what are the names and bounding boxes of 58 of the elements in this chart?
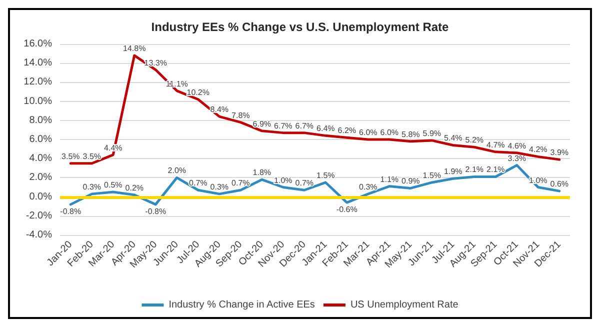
- data-label: 4.6%: [508, 141, 526, 150]
- y-tick-label: -4.0%: [26, 230, 52, 240]
- y-tick-label: 0.0%: [29, 191, 52, 202]
- data-label: 1.5%: [422, 170, 441, 180]
- data-label: 3.5%: [62, 152, 80, 161]
- data-label: 4.7%: [486, 140, 505, 150]
- data-label: 0.7%: [232, 178, 250, 188]
- y-tick-label: 10.0%: [24, 96, 52, 107]
- data-label: 2.1%: [486, 165, 505, 174]
- data-label: 6.4%: [316, 124, 335, 134]
- data-label: 0.3%: [82, 182, 101, 192]
- data-label: 10.2%: [186, 88, 210, 97]
- data-label: 6.0%: [380, 128, 398, 137]
- data-label: 1.0%: [274, 176, 292, 185]
- data-label: 7.8%: [232, 110, 250, 120]
- data-label: 0.2%: [125, 183, 144, 192]
- data-label: 0.7%: [189, 178, 208, 188]
- legend-label: Industry % Change in Active EEs: [168, 300, 315, 310]
- data-label: 4.2%: [529, 145, 548, 154]
- data-label: 1.9%: [444, 167, 462, 176]
- data-label: 0.5%: [104, 180, 122, 190]
- data-label: 2.0%: [168, 166, 186, 176]
- data-label: 6.0%: [359, 128, 378, 137]
- data-label: 8.4%: [210, 105, 228, 114]
- data-label: 1.1%: [380, 174, 398, 184]
- y-tick-label: -2.0%: [26, 210, 52, 222]
- y-tick-label: 16.0%: [24, 38, 52, 50]
- data-label: 1.8%: [252, 168, 271, 178]
- data-label: 6.9%: [252, 119, 271, 128]
- data-label: 5.8%: [402, 130, 420, 139]
- legend-label: US Unemployment Rate: [350, 300, 459, 310]
- data-label: 3.3%: [508, 154, 526, 163]
- data-label: 0.3%: [359, 182, 378, 192]
- data-label: -0.8%: [60, 206, 82, 216]
- data-label: 0.6%: [550, 180, 568, 189]
- data-label: 3.5%: [82, 152, 101, 161]
- data-label: -0.6%: [336, 205, 358, 214]
- y-tick-label: 14.0%: [24, 58, 52, 69]
- data-label: 5.9%: [422, 128, 441, 138]
- chart-title: Industry EEs % Change vs U.S. Unemployment Rate: [151, 20, 450, 34]
- y-tick-label: 2.0%: [29, 172, 52, 184]
- data-label: 3.9%: [550, 148, 568, 158]
- y-tick-label: 12.0%: [24, 76, 52, 88]
- y-tick-label: 8.0%: [29, 114, 52, 126]
- data-label: 14.8%: [123, 44, 146, 53]
- data-label: 0.3%: [210, 182, 228, 192]
- data-label: -0.8%: [145, 206, 166, 216]
- data-label: 2.1%: [465, 165, 484, 174]
- data-label: 5.2%: [465, 136, 484, 145]
- data-label: 5.4%: [444, 134, 462, 143]
- data-label: 0.7%: [295, 178, 314, 188]
- y-tick-label: 6.0%: [29, 134, 52, 145]
- data-label: 6.7%: [295, 121, 314, 130]
- data-label: 0.9%: [402, 176, 420, 186]
- data-label: 1.5%: [316, 170, 335, 180]
- data-label: 6.7%: [274, 121, 292, 130]
- data-label: 6.2%: [338, 126, 356, 136]
- y-tick-label: 4.0%: [29, 153, 52, 164]
